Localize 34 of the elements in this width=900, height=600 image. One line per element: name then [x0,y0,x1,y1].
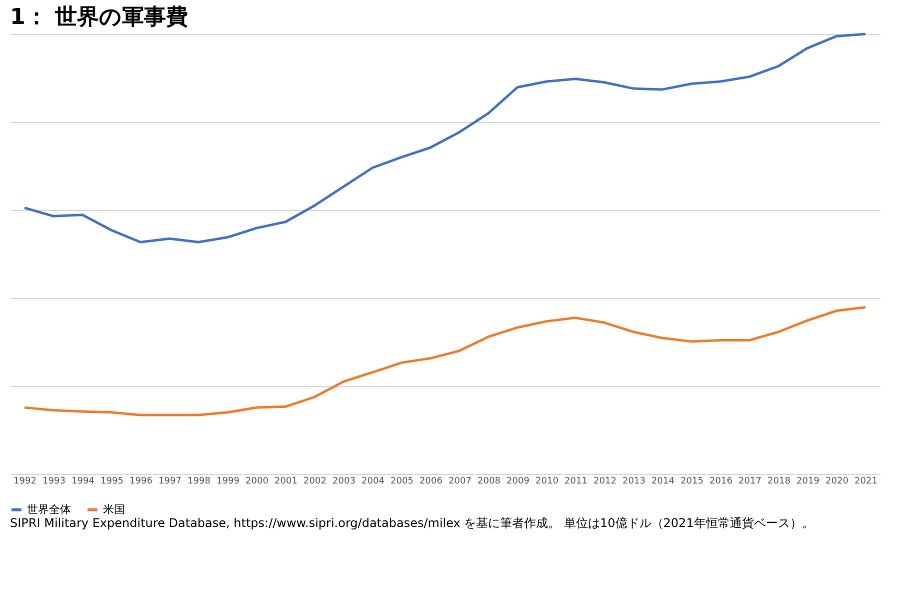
x-tick-label: 2011 [564,476,588,486]
x-tick-label: 2020 [826,476,849,486]
x-tick-label: 1997 [158,476,182,486]
x-tick-label: 2006 [420,476,443,486]
x-tick-label: 2002 [304,476,326,486]
x-tick-label: 2003 [332,476,356,486]
x-tick-label: 2007 [448,476,472,486]
x-tick-label: 2017 [738,476,762,486]
x-tick-label: 2016 [710,476,733,486]
x-tick-label: 2015 [680,476,704,486]
x-tick-label: 2004 [362,476,385,486]
x-tick-label: 2001 [274,476,298,486]
x-tick-label: 2009 [506,476,530,486]
x-tick-label: 1992 [14,476,36,486]
x-tick-label: 1998 [188,476,211,486]
legend-label: 世界全体 [27,502,71,516]
x-tick-label: 2021 [854,476,878,486]
x-tick-label: 2010 [536,476,559,486]
x-tick-label: 1993 [42,476,66,486]
chart-title: 1： 世界の軍事費 [10,4,188,30]
x-tick-label: 2008 [478,476,501,486]
text: SIPRI Military Expenditure Database, https://www.sipri.org/databases/milex を基に筆者作成。 単位は10億ドル（2021年恒常通貨ベース）。 [10,516,814,530]
legend-label: 米国 [103,502,125,516]
x-tick-label: 1994 [72,476,95,486]
x-tick-label: 1999 [216,476,240,486]
x-tick-label: 1995 [100,476,124,486]
x-tick-label: 1996 [130,476,153,486]
x-tick-label: 2018 [768,476,791,486]
x-tick-label: 2005 [390,476,414,486]
x-tick-label: 2000 [246,476,269,486]
x-tick-label: 2012 [594,476,616,486]
x-tick-label: 2013 [622,476,646,486]
x-tick-label: 2019 [796,476,820,486]
x-tick-label: 2014 [652,476,675,486]
